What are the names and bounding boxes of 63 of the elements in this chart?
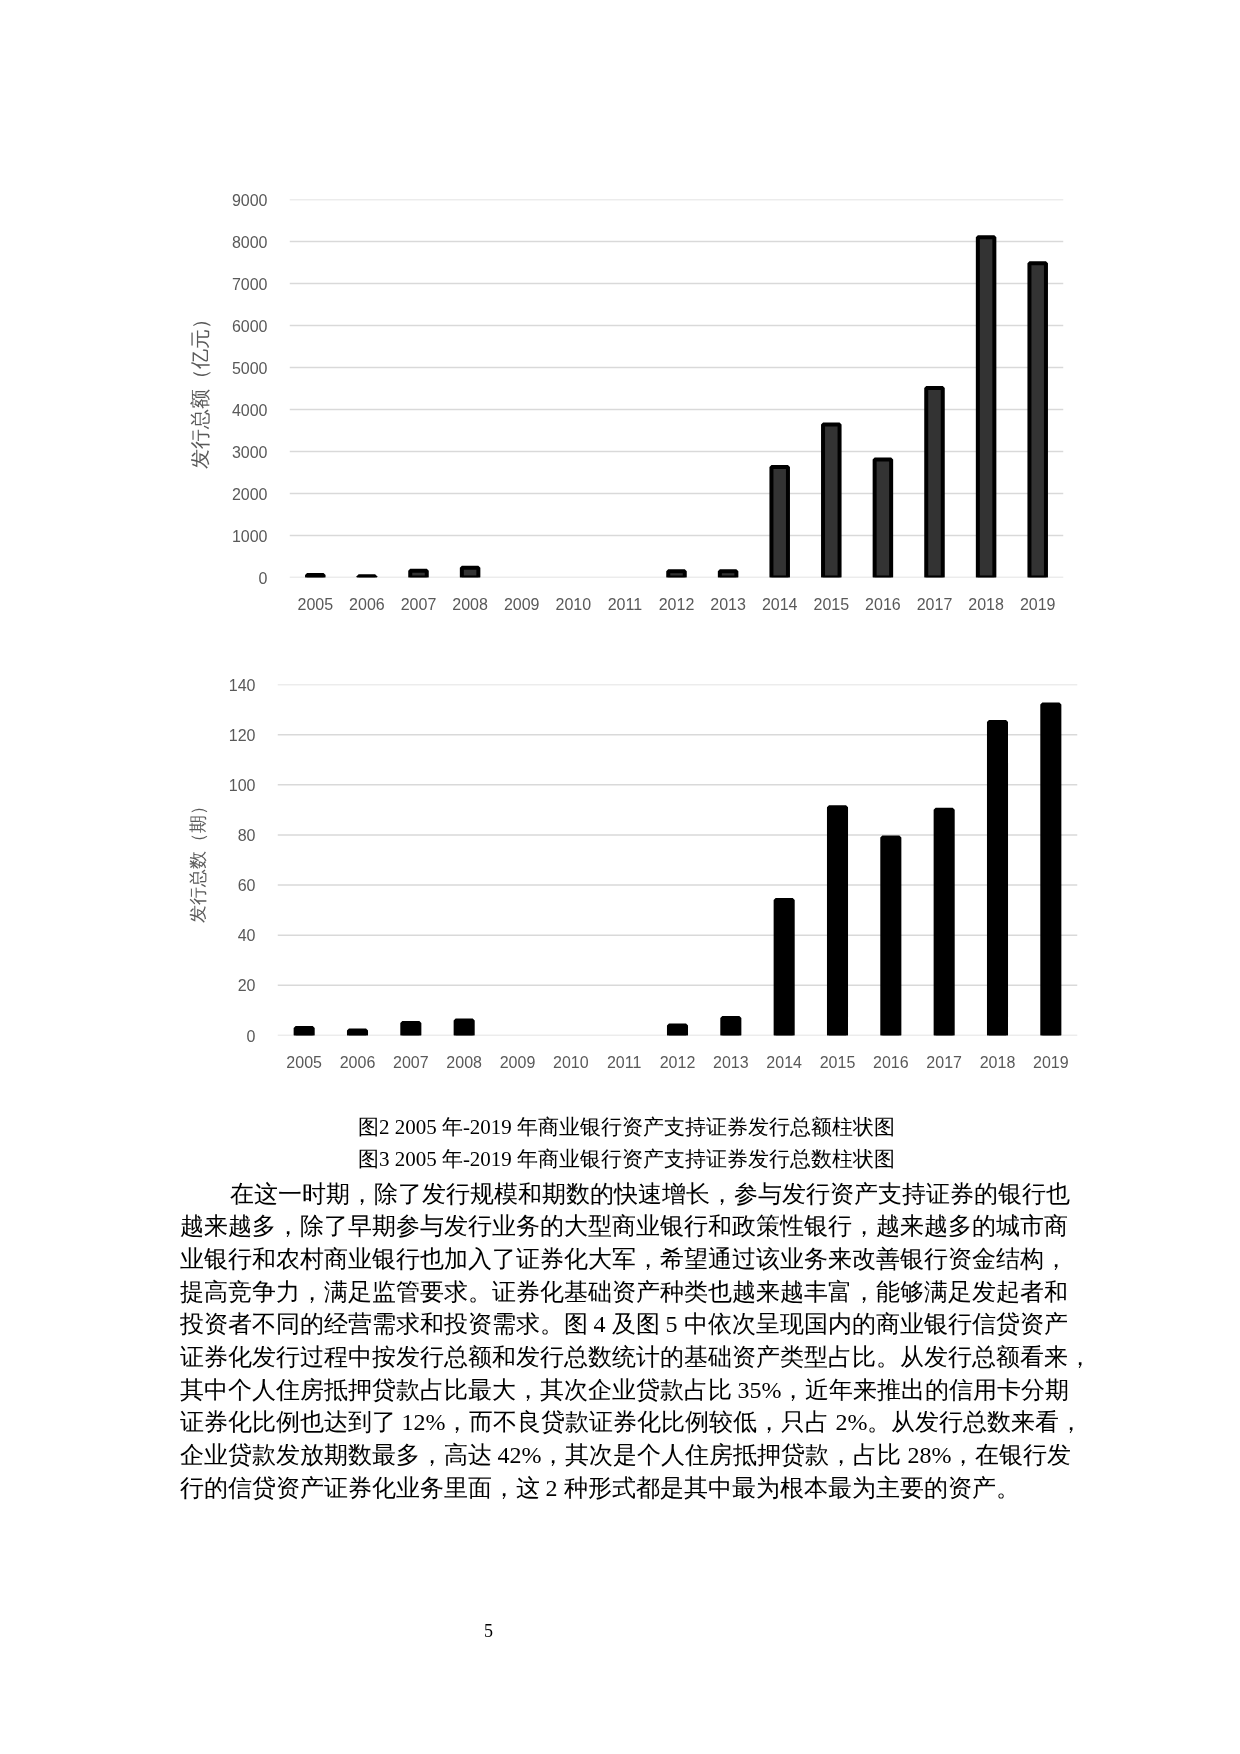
x-tick-label: 2008	[452, 595, 488, 613]
x-tick-label: 2009	[503, 595, 540, 613]
y-tick-label: 8000	[231, 233, 268, 251]
caption: 图2 2005 年-2019 年商业银行资产支持证券发行总额柱状图	[357, 1114, 896, 1139]
text: 5	[484, 1621, 493, 1641]
x-tick-label: 2008	[446, 1053, 483, 1071]
text: 证券化比例也达到了 12%，而不良贷款证券化比例较低，只占 2%。从发行总数来看，	[179, 1409, 1084, 1436]
x-tick-label: 2017	[916, 595, 953, 613]
text: 证券化发行过程中按发行总额和发行总数统计的基础资产类型占比。从发行总额看来，	[179, 1344, 1092, 1370]
x-tick-label: 2016	[873, 1053, 909, 1071]
x-tick-label: 2015	[819, 1053, 856, 1071]
text: 在这一时期，除了发行规模和期数的快速增长，参与发行资产支持证券的银行也	[229, 1180, 1070, 1207]
text: 提高竞争力，满足监管要求。证券化基础资产种类也越来越丰富，能够满足发起者和	[179, 1278, 1068, 1305]
y-tick-label: 6000	[231, 317, 268, 335]
x-tick-label: 2006	[339, 1053, 376, 1071]
x-tick-label: 2012	[659, 1053, 696, 1071]
x-tick-label: 2019	[1033, 1053, 1069, 1071]
x-tick-label: 2007	[400, 595, 437, 613]
x-tick-label: 2005	[286, 1053, 323, 1071]
y-tick-label: 40	[237, 927, 256, 945]
y-tick-label: 0	[246, 1027, 256, 1045]
y-tick-label: 60	[237, 877, 256, 895]
y-tick-label: 1000	[231, 527, 268, 545]
y-tick-label: 100	[228, 776, 256, 794]
x-tick-label: 2013	[710, 595, 746, 613]
text: 其中个人住房抵押贷款占比最大，其次企业贷款占比 35%，近年来推出的信用卡分期	[179, 1376, 1070, 1403]
y-tick-label: 2000	[231, 485, 268, 503]
text: 行的信贷资产证券化业务里面，这 2 种形式都是其中最为根本最为主要的资产。	[179, 1474, 1020, 1501]
x-tick-label: 2013	[713, 1053, 749, 1071]
y-tick-label: 20	[237, 977, 256, 995]
y-axis-title: 发行总数（期）	[187, 797, 208, 923]
x-tick-label: 2015	[813, 595, 850, 613]
x-tick-label: 2012	[658, 595, 695, 613]
y-tick-label: 80	[237, 826, 256, 844]
text: 投资者不同的经营需求和投资需求。图 4 及图 5 中依次呈现国内的商业银行信贷资产	[178, 1311, 1068, 1338]
y-tick-label: 0	[258, 569, 268, 587]
y-tick-label: 4000	[231, 401, 268, 419]
text: 业银行和农村商业银行也加入了证券化大军，希望通过该业务来改善银行资金结构，	[179, 1245, 1068, 1272]
x-tick-label: 2018	[979, 1053, 1016, 1071]
x-tick-label: 2010	[555, 595, 592, 613]
x-tick-label: 2007	[393, 1053, 429, 1071]
x-tick-label: 2017	[926, 1053, 963, 1071]
text: 企业贷款发放期数最多，高达 42%，其次是个人住房抵押贷款，占比 28%，在银行发	[179, 1442, 1072, 1469]
text: 越来越多，除了早期参与发行业务的大型商业银行和政策性银行，越来越多的城市商	[179, 1213, 1068, 1240]
x-tick-label: 2005	[297, 595, 334, 613]
caption: 图3 2005 年-2019 年商业银行资产支持证券发行总数柱状图	[357, 1146, 896, 1171]
x-tick-label: 2018	[968, 595, 1004, 613]
y-tick-label: 7000	[231, 275, 268, 293]
x-tick-label: 2010	[553, 1053, 589, 1071]
x-tick-label: 2011	[606, 1053, 642, 1071]
x-tick-label: 2016	[865, 595, 901, 613]
y-tick-label: 140	[228, 676, 256, 694]
x-tick-label: 2014	[766, 1053, 803, 1071]
y-axis-title: 发行总额（亿元）	[188, 308, 211, 469]
x-tick-label: 2006	[349, 595, 385, 613]
y-tick-label: 3000	[231, 443, 268, 461]
x-tick-label: 2014	[761, 595, 798, 613]
y-tick-label: 120	[228, 726, 256, 744]
x-tick-label: 2009	[499, 1053, 536, 1071]
y-tick-label: 5000	[231, 359, 268, 377]
y-tick-label: 9000	[231, 191, 268, 209]
x-tick-label: 2011	[607, 595, 643, 613]
x-tick-label: 2019	[1019, 595, 1056, 613]
